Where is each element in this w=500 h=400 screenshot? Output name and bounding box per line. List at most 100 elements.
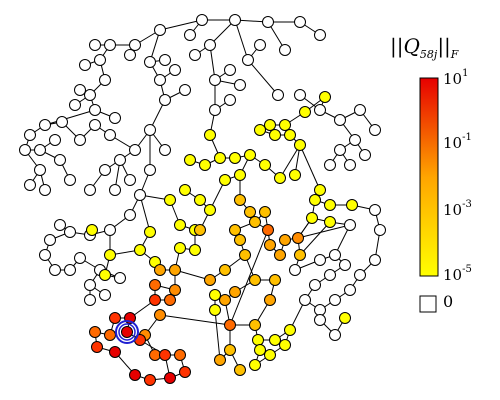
graph-node [259, 159, 271, 171]
graph-node [109, 184, 121, 196]
graph-node [209, 74, 221, 86]
graph-node [329, 249, 341, 261]
graph-edge [279, 144, 301, 179]
graph-node [34, 164, 46, 176]
graph-node [229, 224, 241, 236]
graph-node [174, 242, 186, 254]
graph-node [254, 344, 266, 356]
graph-node [159, 349, 171, 361]
graph-node [204, 204, 216, 216]
graph-node [104, 224, 116, 236]
graph-edge [44, 109, 96, 126]
graph-node [369, 124, 381, 136]
graph-node [209, 289, 221, 301]
graph-node [104, 39, 116, 51]
graph-node [74, 84, 86, 96]
graph-node [349, 134, 361, 146]
graph-node [54, 219, 66, 231]
graph-node [94, 54, 106, 66]
graph-node [209, 304, 221, 316]
graph-node [56, 116, 68, 128]
graph-node [144, 374, 156, 386]
graph-node [179, 184, 191, 196]
graph-node [244, 206, 256, 218]
graph-node [64, 264, 76, 276]
graph-node [144, 124, 156, 136]
graph-node [219, 294, 231, 306]
graph-node [159, 94, 171, 106]
graph-node [264, 294, 276, 306]
colorbar-tick-3: 10-5 [443, 264, 472, 284]
graph-node [279, 339, 291, 351]
graph-node [214, 152, 226, 164]
graph-node [249, 216, 261, 228]
graph-node [279, 119, 291, 131]
graph-node [219, 264, 231, 276]
graph-node [274, 249, 286, 261]
graph-node [89, 326, 101, 338]
graph-node [199, 159, 211, 171]
graph-node [269, 334, 281, 346]
zero-swatch [419, 295, 437, 313]
graph-node [189, 49, 201, 61]
graph-node [369, 254, 381, 266]
graph-node [104, 329, 116, 341]
graph-node [91, 341, 103, 353]
graph-node [149, 349, 161, 361]
graph-node [49, 264, 61, 276]
graph-node [109, 346, 121, 358]
graph-node [309, 279, 321, 291]
graph-node [49, 134, 61, 146]
graph-node [154, 264, 166, 276]
graph-node [264, 119, 276, 131]
graph-node [249, 359, 261, 371]
graph-node [24, 129, 36, 141]
graph-node [204, 39, 216, 51]
graph-node [289, 169, 301, 181]
graph-node [64, 226, 76, 238]
graph-node [234, 79, 246, 91]
graph-node [19, 144, 31, 156]
graph-node [234, 169, 246, 181]
graph-node [239, 249, 251, 261]
graph-node [189, 244, 201, 256]
graph-node [99, 269, 111, 281]
graph-edge [174, 269, 211, 281]
colorbar-tick-2: 10-3 [443, 199, 472, 219]
highlight-ring [115, 320, 139, 344]
graph-node [99, 289, 111, 301]
graph-node [86, 224, 98, 236]
graph-node [314, 184, 326, 196]
highlight-ring-circle [115, 320, 139, 344]
graph-node [369, 204, 381, 216]
graph-node [124, 49, 136, 61]
graph-node [294, 16, 306, 28]
graph-node [149, 294, 161, 306]
graph-node [99, 74, 111, 86]
graph-node [174, 219, 186, 231]
graph-node [359, 149, 371, 161]
graph-node [252, 334, 264, 346]
graph-node [339, 259, 351, 271]
graph-node [234, 364, 246, 376]
graph-node [179, 366, 191, 378]
graph-node [184, 154, 196, 166]
graph-node [214, 354, 226, 366]
graph-node [242, 54, 254, 66]
graph-node [324, 269, 336, 281]
graph-node [74, 134, 86, 146]
graph-node [54, 154, 66, 166]
graph-edge [299, 221, 331, 256]
graph-node [124, 174, 136, 186]
graph-node [204, 129, 216, 141]
graph-node [294, 139, 306, 151]
graph-edge [159, 314, 231, 326]
graph-node [259, 206, 271, 218]
graph-node [164, 194, 176, 206]
graph-node [234, 234, 246, 246]
graph-node [264, 239, 276, 251]
graph-node [204, 274, 216, 286]
graph-node [374, 224, 386, 236]
graph-node [344, 159, 356, 171]
graph-node [269, 274, 281, 286]
